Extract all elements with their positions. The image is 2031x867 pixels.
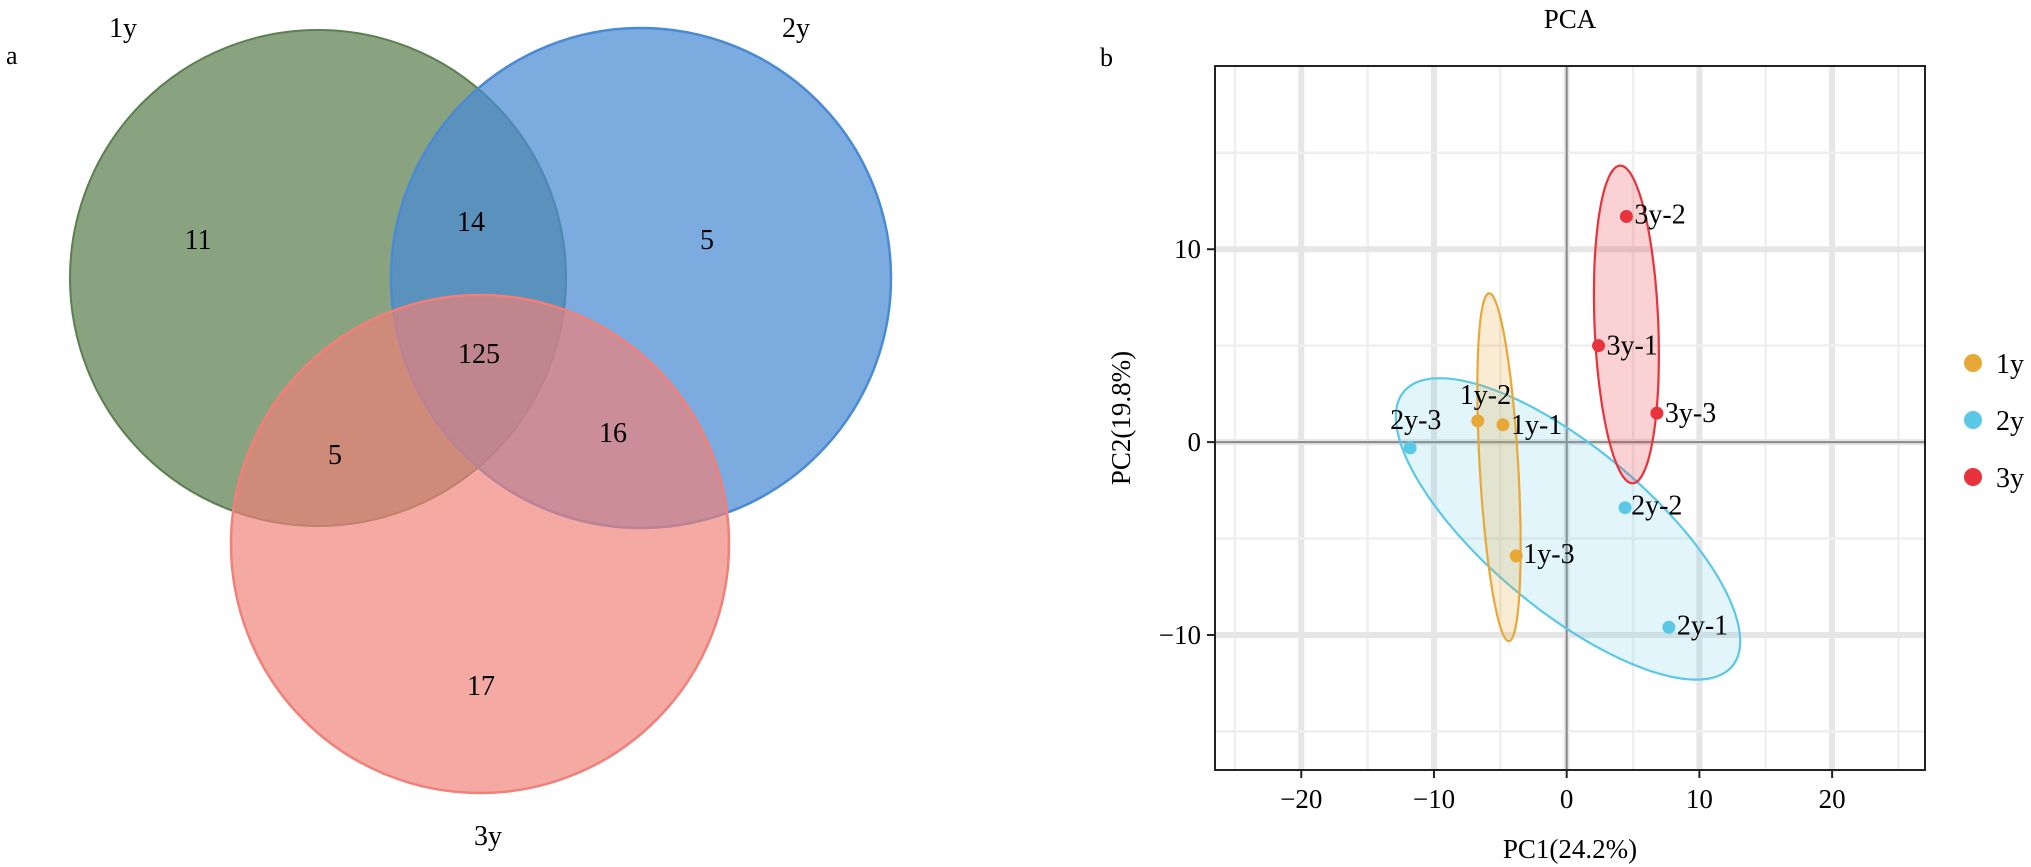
y-axis-ticks: −10 0 10 — [1159, 234, 1215, 650]
plot-border — [1214, 65, 1926, 771]
panel-b-label: b — [1100, 43, 1113, 72]
point-2y-2 — [1618, 501, 1632, 515]
x-axis-ticks: −20 −10 0 10 20 — [1280, 770, 1846, 814]
panel-a-label: a — [6, 41, 18, 70]
x-tick-label: −20 — [1280, 784, 1322, 814]
y-axis-label: PC2(19.8%) — [1106, 351, 1136, 485]
venn-set-label-2y: 2y — [782, 13, 810, 44]
x-tick-label: 20 — [1819, 784, 1846, 814]
point-label-2y-2: 2y-2 — [1631, 491, 1682, 522]
legend: 1y 2y 3y — [1964, 349, 2024, 494]
point-label-1y-3: 1y-3 — [1523, 539, 1574, 570]
chart-title: PCA — [1544, 4, 1597, 34]
venn-count-only-2y: 5 — [700, 225, 714, 256]
x-tick-label: 10 — [1686, 784, 1713, 814]
venn-count-only-3y: 17 — [467, 671, 495, 702]
point-label-1y-2: 1y-2 — [1460, 380, 1511, 411]
y-tick-label: 0 — [1188, 427, 1202, 457]
ellipse-2y — [1394, 377, 1742, 681]
legend-label-3y: 3y — [1996, 463, 2024, 494]
x-tick-label: 0 — [1560, 784, 1574, 814]
legend-marker-3y — [1964, 468, 1982, 486]
point-2y-3 — [1403, 441, 1417, 455]
data-points — [1403, 209, 1676, 634]
venn-count-2y-3y: 16 — [599, 418, 627, 449]
point-label-3y-1: 3y-1 — [1607, 331, 1658, 362]
point-3y-1 — [1592, 339, 1606, 353]
zero-lines — [1215, 66, 1925, 770]
point-label-2y-1: 2y-1 — [1677, 610, 1728, 641]
legend-label-2y: 2y — [1996, 406, 2024, 437]
venn-count-1y-2y: 14 — [457, 207, 485, 238]
venn-set-label-1y: 1y — [109, 13, 137, 44]
point-label-2y-3: 2y-3 — [1390, 405, 1441, 436]
x-axis-label: PC1(24.2%) — [1503, 834, 1637, 864]
point-1y-3 — [1509, 549, 1523, 563]
venn-set-label-3y: 3y — [474, 821, 502, 852]
venn-count-only-1y: 11 — [185, 225, 212, 256]
x-tick-label: −10 — [1413, 784, 1455, 814]
point-label-3y-3: 3y-3 — [1665, 398, 1716, 429]
point-labels: 1y-11y-2 1y-3 2y-1 2y-2 2y-3 3y-1 3y-2 3y-3 — [1390, 199, 1728, 641]
venn-diagram: 1y 2y 3y 11 5 14 125 5 16 17 — [69, 13, 893, 852]
y-tick-label: −10 — [1159, 620, 1201, 650]
venn-circle-3y — [229, 293, 731, 795]
confidence-ellipses — [1394, 164, 1742, 681]
point-2y-1 — [1662, 620, 1676, 634]
venn-count-all: 125 — [458, 339, 500, 370]
venn-count-1y-3y: 5 — [328, 440, 342, 471]
point-1y-2 — [1471, 414, 1485, 428]
y-tick-label: 10 — [1174, 234, 1201, 264]
legend-label-1y: 1y — [1996, 349, 2024, 380]
point-3y-2 — [1619, 209, 1633, 223]
plot-grid — [1215, 66, 1925, 770]
legend-marker-1y — [1964, 354, 1982, 372]
legend-marker-2y — [1964, 411, 1982, 429]
point-label-1y-1: 1y-1 — [1511, 410, 1562, 441]
point-3y-3 — [1650, 406, 1664, 420]
point-label-3y-2: 3y-2 — [1634, 199, 1685, 230]
ellipse-3y — [1592, 164, 1661, 485]
pca-chart: PCA 1y-11y-2 1y-3 2y-1 2y-2 2y-3 3y-1 3y-2 3y-3… — [1106, 4, 2024, 864]
point-1y-1 — [1496, 418, 1510, 432]
